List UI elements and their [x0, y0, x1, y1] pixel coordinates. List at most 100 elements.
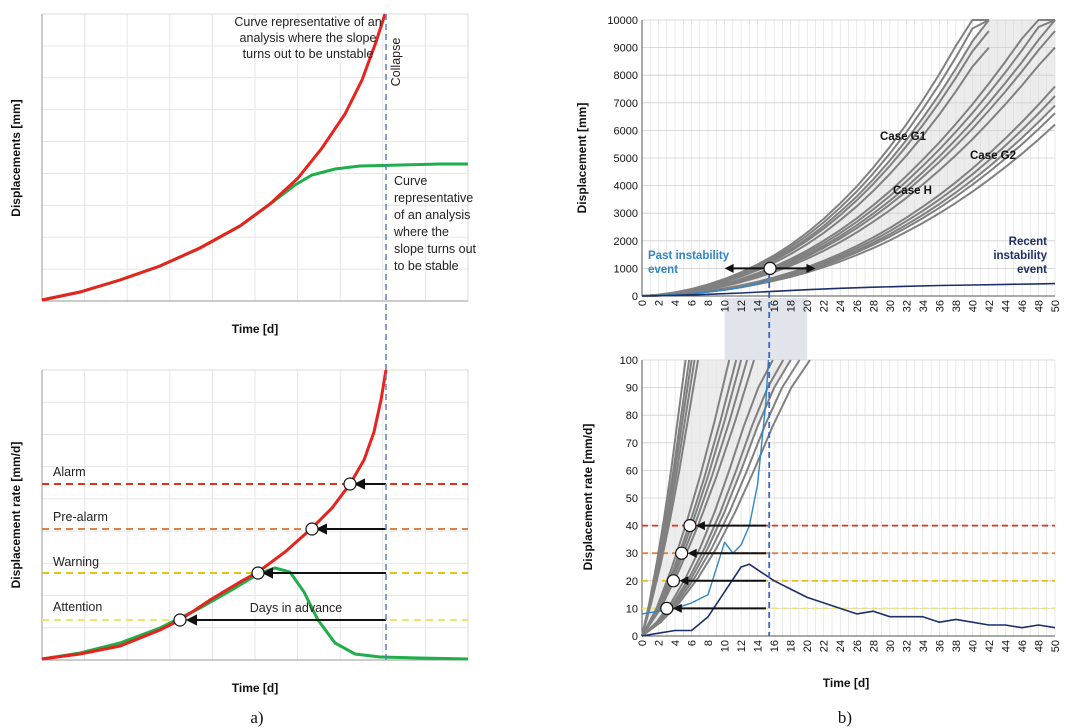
x-tick-label: 44 — [1000, 300, 1012, 312]
x-tick-label: 34 — [918, 300, 930, 312]
x-tick-label: 40 — [967, 300, 979, 312]
threshold-arrow-head — [695, 521, 705, 531]
threshold-marker — [660, 601, 674, 616]
y-tick-label: 70 — [626, 438, 638, 450]
x-tick-label: 32 — [901, 640, 913, 652]
recent-instability-label-2: instability — [993, 250, 1047, 262]
x-tick-label: 16 — [769, 640, 781, 652]
past-instability-label-1: Past instability — [648, 250, 730, 262]
panel-b-bottom-ylabel: Displacement rate [mm/d] — [581, 424, 595, 571]
panel-a-bottom-xlabel: Time [d] — [232, 681, 278, 695]
unstable-curve — [41, 13, 387, 302]
y-tick-label: 10 — [626, 603, 638, 615]
x-tick-label: 8 — [703, 640, 715, 646]
x-tick-label: 32 — [901, 300, 913, 312]
x-tick-label: 10 — [720, 300, 732, 312]
panel-b-top-ylabel: Displacement [mm] — [575, 103, 589, 214]
series-line — [641, 19, 989, 297]
x-tick-label: 0 — [637, 640, 649, 646]
y-tick-label: 60 — [626, 465, 638, 477]
panel-b-bottom-xlabel: Time [d] — [823, 676, 869, 690]
threshold-marker — [675, 546, 689, 560]
x-tick-label: 46 — [1017, 640, 1029, 652]
stable-label-2: representative — [394, 191, 473, 205]
threshold-arrow-head — [679, 576, 689, 586]
x-tick-label: 38 — [951, 640, 963, 652]
panel-label-b: b) — [838, 708, 852, 727]
days-in-advance-label: Days in advance — [250, 601, 342, 615]
x-tick-label: 22 — [819, 640, 831, 652]
x-tick-label: 6 — [687, 300, 699, 306]
case-band-fill — [642, 20, 1055, 296]
x-tick-label: 12 — [736, 300, 748, 312]
x-tick-label: 26 — [852, 640, 864, 652]
x-tick-label: 20 — [802, 300, 814, 312]
x-tick-label: 50 — [1050, 300, 1062, 312]
y-tick-label: 0 — [632, 291, 638, 303]
x-tick-label: 36 — [934, 640, 946, 652]
left-arrow-head — [724, 263, 734, 273]
x-tick-label: 10 — [720, 640, 732, 652]
x-tick-label: 22 — [819, 300, 831, 312]
x-tick-label: 4 — [670, 300, 682, 306]
y-tick-label: 50 — [626, 493, 638, 505]
x-tick-label: 30 — [885, 640, 897, 652]
x-tick-label: 2 — [654, 640, 666, 646]
y-tick-label: 30 — [626, 548, 638, 560]
x-tick-label: 18 — [786, 300, 798, 312]
x-tick-label: 16 — [769, 300, 781, 312]
x-tick-label: 40 — [967, 640, 979, 652]
series-line — [641, 85, 1056, 297]
x-tick-label: 28 — [868, 300, 880, 312]
warning-label: Warning — [53, 555, 99, 569]
y-tick-label: 0 — [632, 631, 638, 643]
panel-a-bottom-grid — [42, 370, 468, 660]
x-tick-label: 50 — [1050, 640, 1062, 652]
stable-rate-curve — [41, 566, 469, 661]
y-tick-label: 6000 — [614, 125, 638, 137]
stable-label-1: Curve — [394, 174, 427, 188]
x-tick-label: 20 — [802, 640, 814, 652]
panel-a-bottom-ylabel: Displacement rate [mm/d] — [9, 442, 23, 589]
x-tick-label: 34 — [918, 640, 930, 652]
panel-b: 0100020003000400050006000700080009000100… — [575, 15, 1062, 690]
panel-label-a: a) — [250, 708, 263, 727]
instability-marker — [763, 261, 777, 275]
x-tick-label: 0 — [637, 300, 649, 306]
case-g1-label: Case G1 — [880, 131, 927, 143]
stable-label-6: to be stable — [394, 259, 459, 273]
x-tick-label: 42 — [984, 300, 996, 312]
threshold-arrow-head — [672, 603, 682, 613]
unstable-rate-curve — [41, 369, 388, 661]
y-tick-label: 8000 — [614, 70, 638, 82]
y-tick-label: 100 — [620, 355, 638, 367]
right-arrow-head — [806, 263, 816, 273]
y-tick-label: 4000 — [614, 181, 638, 193]
recent-instability-label-3: event — [1017, 264, 1047, 276]
y-tick-label: 10000 — [607, 15, 638, 27]
y-tick-label: 5000 — [614, 153, 638, 165]
x-tick-label: 6 — [687, 640, 699, 646]
x-tick-label: 26 — [852, 300, 864, 312]
x-tick-label: 30 — [885, 300, 897, 312]
collapse-label: Collapse — [389, 38, 403, 87]
x-tick-label: 12 — [736, 640, 748, 652]
days-arrows — [185, 478, 386, 626]
y-tick-label: 1000 — [614, 263, 638, 275]
case-g2-label: Case G2 — [970, 150, 1016, 162]
y-tick-label: 40 — [626, 521, 638, 533]
y-tick-label: 90 — [626, 383, 638, 395]
series-line — [641, 282, 1056, 297]
threshold-marker — [683, 518, 697, 533]
stable-label-3: of an analysis — [394, 208, 470, 222]
panel-a-top-grid — [42, 14, 468, 301]
panel-a-top-ylabel: Displacements [mm] — [9, 99, 23, 216]
series-line — [641, 19, 1055, 297]
y-tick-label: 2000 — [614, 236, 638, 248]
panel-a-top-xlabel: Time [d] — [232, 322, 278, 336]
y-tick-label: 9000 — [614, 43, 638, 55]
panel-a-bottom: Alarm Pre-alarm Warning Attention Days i… — [9, 369, 469, 695]
attention-label: Attention — [53, 600, 102, 614]
